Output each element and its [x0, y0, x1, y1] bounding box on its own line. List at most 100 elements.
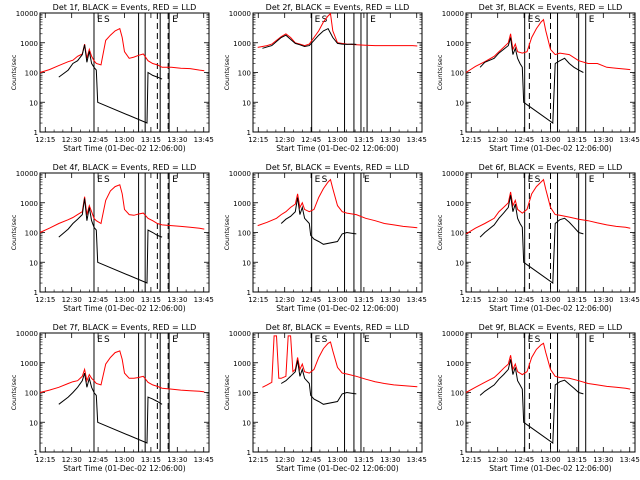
plot-frame	[252, 332, 423, 453]
series-line-lld	[262, 335, 418, 388]
x-tick-label: 13:15	[354, 296, 374, 304]
series-line-events	[58, 372, 163, 444]
x-tick-label: 13:00	[327, 456, 347, 464]
y-tick-label: 10	[242, 419, 251, 427]
x-tick-label: 13:15	[141, 296, 161, 304]
y-tick-label: 1	[34, 449, 38, 457]
x-tick-label: 12:15	[35, 456, 55, 464]
series-line-lld	[465, 18, 631, 73]
y-tick-label: 1000	[446, 200, 464, 208]
y-tick-label: 1000	[20, 200, 38, 208]
panel-title: Det 1f, BLACK = Events, RED = LLD	[53, 3, 197, 12]
y-tick-label: 1000	[446, 40, 464, 48]
x-tick-label: 12:45	[301, 456, 321, 464]
y-axis-label: Counts/sec	[10, 54, 18, 90]
region-label: E	[172, 15, 178, 25]
x-axis-label: Start Time (01-Dec-02 12:06:00)	[276, 304, 398, 313]
y-tick-label: 100	[238, 230, 251, 238]
panel-det-7: Det 7f, BLACK = Events, RED = LLD 1 10 100 1…	[10, 323, 214, 473]
y-axis-label: Counts/sec	[10, 214, 18, 250]
y-tick-label: 10	[29, 259, 38, 267]
panel-det-5: Det 5f, BLACK = Events, RED = LLD 1 10 100 1…	[223, 163, 427, 313]
x-tick-label: 12:15	[248, 136, 268, 144]
series-line-lld	[257, 178, 418, 229]
y-tick-label: 100	[238, 70, 251, 78]
region-label: E	[364, 175, 370, 185]
y-tick-label: 10000	[16, 330, 38, 338]
region-label: E	[97, 335, 103, 345]
x-axis-label: Start Time (01-Dec-02 12:06:00)	[63, 464, 185, 473]
y-tick-label: 10000	[16, 10, 38, 18]
panel-title: Det 5f, BLACK = Events, RED = LLD	[266, 163, 410, 172]
y-axis-label: Counts/sec	[436, 374, 444, 410]
y-tick-label: 10	[455, 419, 464, 427]
x-tick-label: 12:45	[88, 296, 108, 304]
y-tick-label: 10	[29, 419, 38, 427]
region-label: E	[315, 15, 321, 25]
region-label: E	[315, 175, 321, 185]
panel-title: Det 4f, BLACK = Events, RED = LLD	[53, 163, 197, 172]
x-tick-label: 13:00	[327, 296, 347, 304]
x-tick-label: 12:15	[461, 296, 481, 304]
y-tick-label: 1	[460, 129, 464, 137]
y-tick-label: 1	[247, 289, 251, 297]
panel-det-1: Det 1f, BLACK = Events, RED = LLD 1 10 100 1…	[10, 3, 214, 153]
y-tick-label: 100	[25, 70, 38, 78]
y-tick-label: 1	[34, 289, 38, 297]
series-line-events	[280, 360, 357, 405]
region-label: S	[535, 15, 541, 25]
region-label: E	[370, 15, 376, 25]
y-tick-label: 10	[455, 99, 464, 107]
series-line-events	[479, 359, 584, 444]
x-tick-label: 13:15	[567, 296, 587, 304]
x-tick-label: 13:45	[620, 456, 640, 464]
series-line-lld	[39, 184, 205, 233]
region-label: S	[535, 335, 541, 345]
region-label: E	[364, 335, 370, 345]
series-line-events	[479, 37, 584, 124]
y-tick-label: 1000	[20, 360, 38, 368]
series-line-lld	[257, 12, 418, 48]
series-line-lld	[39, 27, 205, 73]
y-tick-label: 10000	[229, 330, 251, 338]
region-label: E	[97, 15, 103, 25]
panel-title: Det 3f, BLACK = Events, RED = LLD	[479, 3, 623, 12]
y-tick-label: 10000	[442, 10, 464, 18]
plot-frame	[39, 172, 210, 293]
panel-det-9: Det 9f, BLACK = Events, RED = LLD 1 10 100 1…	[436, 323, 640, 473]
y-axis-label: Counts/sec	[436, 214, 444, 250]
region-label: E	[589, 15, 595, 25]
y-tick-label: 1	[34, 129, 38, 137]
region-label: E	[172, 175, 178, 185]
y-axis-label: Counts/sec	[223, 214, 231, 250]
region-label: E	[528, 175, 534, 185]
x-tick-label: 13:45	[407, 456, 427, 464]
y-tick-label: 1	[247, 449, 251, 457]
x-tick-label: 13:00	[114, 136, 134, 144]
x-tick-label: 12:45	[301, 296, 321, 304]
y-tick-label: 10000	[442, 170, 464, 178]
region-label: S	[322, 175, 328, 185]
region-label: E	[315, 335, 321, 345]
x-tick-label: 13:30	[380, 456, 400, 464]
x-tick-label: 12:15	[35, 296, 55, 304]
panel-det-3: Det 3f, BLACK = Events, RED = LLD 1 10 100 1…	[436, 3, 640, 153]
y-tick-label: 10	[29, 99, 38, 107]
series-line-events	[262, 27, 357, 49]
y-tick-label: 1	[460, 289, 464, 297]
x-tick-label: 12:30	[488, 136, 508, 144]
x-tick-label: 13:15	[354, 456, 374, 464]
plot-frame	[252, 172, 423, 293]
region-label: S	[322, 335, 328, 345]
x-tick-label: 13:45	[194, 136, 214, 144]
region-label: S	[535, 175, 541, 185]
x-tick-label: 13:30	[167, 456, 187, 464]
panel-title: Det 9f, BLACK = Events, RED = LLD	[479, 323, 623, 332]
series-line-events	[280, 197, 357, 245]
panel-title: Det 2f, BLACK = Events, RED = LLD	[266, 3, 410, 12]
y-tick-label: 100	[451, 230, 464, 238]
x-tick-label: 12:30	[62, 296, 82, 304]
x-tick-label: 12:30	[488, 456, 508, 464]
x-tick-label: 13:15	[141, 136, 161, 144]
